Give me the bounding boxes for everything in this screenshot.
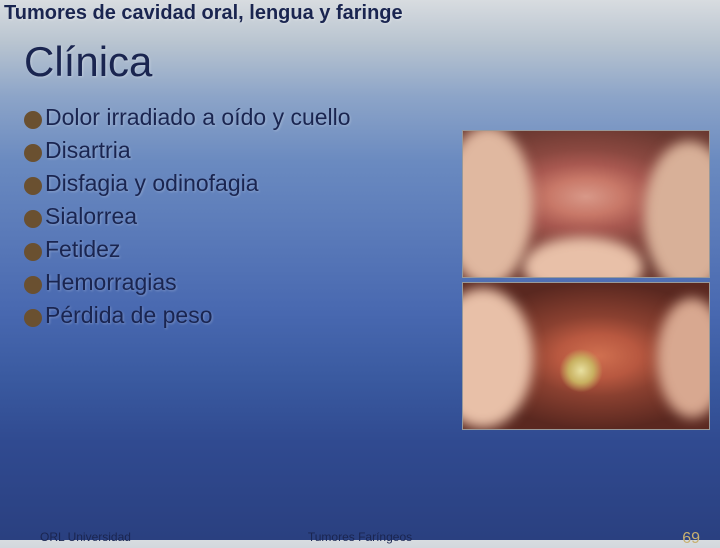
bullet-text: Fetidez [45,236,120,263]
bullet-icon [24,177,42,195]
list-item: Fetidez [24,236,351,263]
bullet-text: Pérdida de peso [45,302,213,329]
bullet-icon [24,309,42,327]
footer-center: Tumores Faríngeos [0,530,720,544]
bullet-icon [24,111,42,129]
clinical-photo-2 [462,282,710,430]
list-item: Disfagia y odinofagia [24,170,351,197]
bullet-icon [24,276,42,294]
bullet-text: Hemorragias [45,269,177,296]
bullet-icon [24,144,42,162]
section-title: Clínica [24,38,152,86]
bullet-text: Disartria [45,137,131,164]
list-item: Pérdida de peso [24,302,351,329]
list-item: Dolor irradiado a oído y cuello [24,104,351,131]
clinical-photo-1 [462,130,710,278]
bullet-text: Dolor irradiado a oído y cuello [45,104,351,131]
list-item: Disartria [24,137,351,164]
slide-header: Tumores de cavidad oral, lengua y faring… [4,2,403,25]
bullet-text: Disfagia y odinofagia [45,170,259,197]
list-item: Hemorragias [24,269,351,296]
page-number: 69 [682,530,700,548]
bullet-text: Sialorrea [45,203,137,230]
bullet-icon [24,210,42,228]
bullet-icon [24,243,42,261]
list-item: Sialorrea [24,203,351,230]
bullet-list: Dolor irradiado a oído y cuello Disartri… [24,104,351,335]
